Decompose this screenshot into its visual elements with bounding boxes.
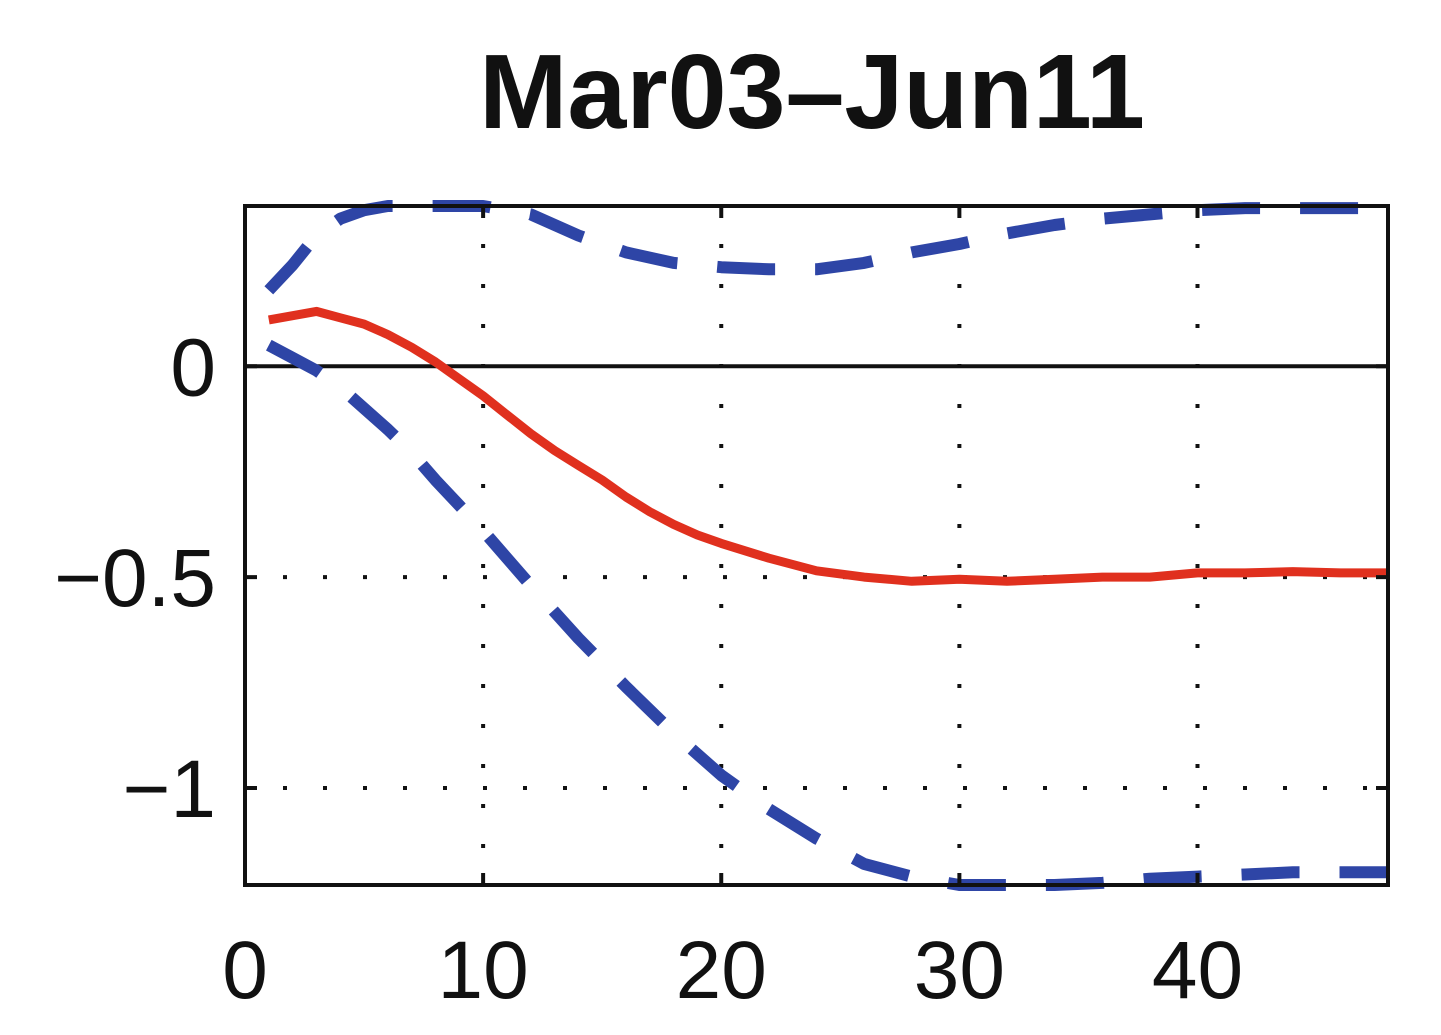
plot-area-frame xyxy=(243,204,1390,887)
y-tick-label: −1 xyxy=(123,744,217,835)
series-line-estimate xyxy=(268,306,1388,586)
chart-title: Mar03–Jun11 xyxy=(479,33,1145,151)
grid-lines xyxy=(245,206,1388,885)
axis-ticks xyxy=(243,206,1388,885)
x-axis-tick-labels: 0 10 20 30 40 xyxy=(222,925,1243,1016)
y-tick-label: 0 xyxy=(170,322,216,413)
x-tick-label: 10 xyxy=(438,925,529,1016)
y-axis-tick-labels: 0 −0.5 −1 xyxy=(54,322,216,835)
series-line-upper-band xyxy=(264,200,1388,295)
x-tick-label: 40 xyxy=(1152,925,1243,1016)
x-tick-label: 0 xyxy=(222,925,268,1016)
x-tick-label: 20 xyxy=(676,925,767,1016)
series-line-lower-band xyxy=(265,339,1388,891)
y-tick-label: −0.5 xyxy=(54,533,216,624)
x-tick-label: 30 xyxy=(914,925,1005,1016)
series-group xyxy=(264,200,1388,891)
